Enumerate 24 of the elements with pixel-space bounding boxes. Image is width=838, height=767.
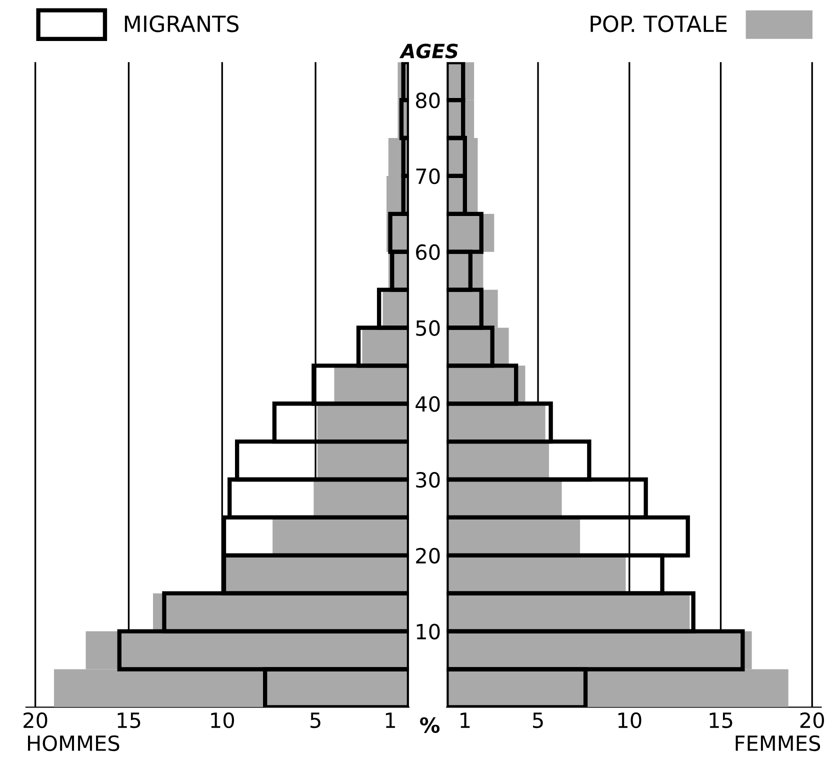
x-tick-label: 15	[710, 712, 732, 728]
x-tick-label: 20	[24, 712, 48, 728]
x-tick-label: 1	[460, 712, 470, 728]
x-tick-label: 15	[118, 712, 140, 728]
legend-label: POP. TOTALE	[590, 15, 727, 32]
text: %	[420, 717, 440, 733]
x-tick-label: 10	[618, 712, 642, 728]
y-tick-label: 40	[416, 396, 440, 412]
legend-label: MIGRANTS	[124, 15, 239, 32]
x-tick-label: 1	[386, 712, 395, 728]
x-tick-label: 5	[310, 712, 320, 728]
y-tick-label: 10	[416, 624, 440, 640]
x-tick-label: 20	[800, 712, 824, 728]
y-tick-label: 60	[416, 244, 440, 260]
x-tick-label: 5	[532, 712, 543, 728]
y-axis-title: AGES	[399, 44, 458, 58]
x-tick-label: 10	[211, 712, 234, 728]
y-tick-label: 80	[416, 92, 440, 108]
y-tick-label: 20	[416, 548, 440, 564]
x-axis-title: FEMMES	[736, 735, 820, 752]
y-tick-label: 50	[416, 320, 440, 336]
y-tick-label: 70	[416, 168, 440, 184]
y-tick-label: 30	[416, 472, 440, 488]
x-axis-title: HOMMES	[28, 735, 120, 752]
